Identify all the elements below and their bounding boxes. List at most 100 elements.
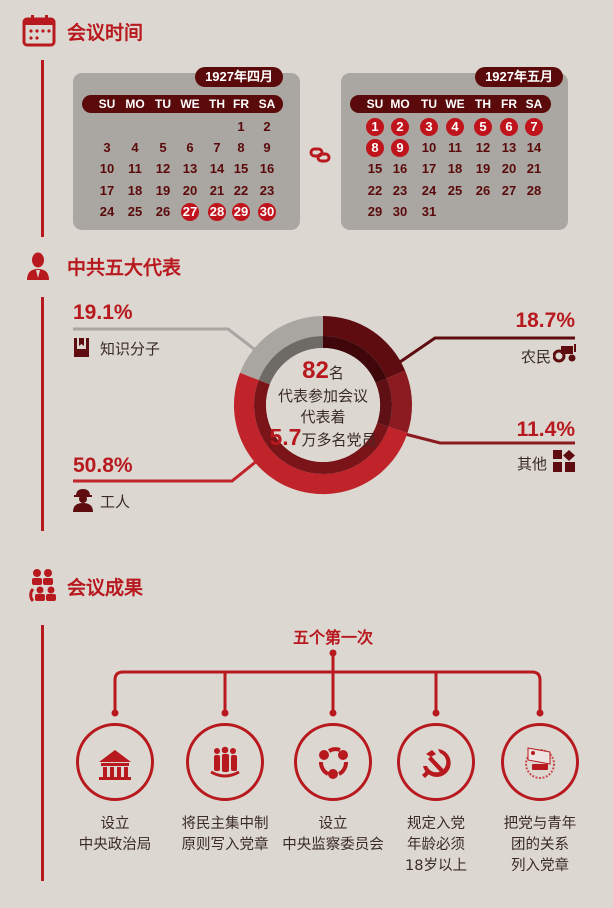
result-line: 18岁以上 bbox=[405, 858, 467, 874]
weekday-header: SU MO TU WE TH FR SA bbox=[350, 95, 551, 113]
tractor-icon bbox=[553, 344, 576, 363]
calendar-day: 20 bbox=[501, 161, 517, 176]
count-unit: 名 bbox=[328, 364, 344, 382]
pct-farmers: 18.7% bbox=[515, 309, 575, 332]
calendar-april: 1927年四月 SU MO TU WE TH FR SA 1 2 3 4 5 6 7 8 9 10 11 12 13 14… bbox=[73, 67, 300, 230]
donut-slice-1 bbox=[386, 370, 413, 434]
calendar-day: 1 bbox=[237, 119, 245, 134]
calendar-day: 22 bbox=[233, 183, 249, 198]
result-item-text: 把党与青年 团的关系 列入党章 bbox=[480, 814, 600, 877]
calendar-day: 7 bbox=[213, 140, 221, 155]
result-line: 原则写入党章 bbox=[181, 837, 269, 853]
calendar-may: 1927年五月 SU MO TU WE TH FR SA 1 2 3 4 5 6 7 8 9 10 11 12 13 14… bbox=[341, 67, 568, 230]
weekday-sa: SA bbox=[258, 97, 276, 111]
calendar-day: 18 bbox=[127, 183, 143, 198]
calendar-day: 23 bbox=[259, 183, 275, 198]
results-title: 五个第一次 bbox=[292, 628, 373, 647]
label-farmers: 农民 bbox=[520, 348, 551, 366]
book-icon bbox=[74, 338, 89, 357]
leader-line-intellectuals bbox=[73, 327, 259, 354]
calendar-day: 8 bbox=[237, 140, 245, 155]
calendar-day: 16 bbox=[392, 161, 408, 176]
youth-league-badge-icon bbox=[525, 747, 555, 779]
meeting-day: 4 bbox=[446, 118, 464, 136]
calendar-day: 15 bbox=[367, 161, 383, 176]
calendar-day: 6 bbox=[186, 140, 194, 155]
meeting-day: 5 bbox=[474, 118, 492, 136]
calendar-day: 2 bbox=[263, 119, 271, 134]
worker-icon bbox=[73, 489, 93, 512]
hammer-sickle-icon bbox=[422, 749, 451, 778]
weekday-tu: TU bbox=[155, 97, 171, 111]
members-value: 5.7 bbox=[269, 424, 302, 450]
leader-line-workers bbox=[73, 458, 259, 483]
calendar-day: 19 bbox=[155, 183, 171, 198]
weekday-mo: MO bbox=[125, 97, 145, 111]
result-line: 团的关系 bbox=[511, 837, 569, 853]
calendar-day: 23 bbox=[392, 183, 408, 198]
section-title-results: 会议成果 bbox=[67, 577, 144, 599]
weekday-we: WE bbox=[445, 97, 465, 111]
meeting-day: 1 bbox=[366, 118, 384, 136]
result-item-text: 设立 中央监察委员会 bbox=[273, 814, 393, 856]
result-icon-circle bbox=[186, 723, 264, 801]
donut-slice-2 bbox=[233, 372, 408, 495]
result-line: 规定入党 bbox=[407, 816, 465, 832]
meeting-day: 28 bbox=[208, 203, 226, 221]
calendar-day: 4 bbox=[131, 140, 139, 155]
calendar-day: 30 bbox=[392, 204, 408, 219]
timeline-line bbox=[41, 625, 44, 881]
donut-inner-slice-3 bbox=[258, 336, 323, 385]
weekday-sa: SA bbox=[525, 97, 543, 111]
pct-workers: 50.8% bbox=[73, 454, 133, 477]
donut-center bbox=[266, 348, 380, 462]
label-others: 其他 bbox=[516, 455, 547, 473]
leader-line-farmers bbox=[399, 336, 575, 364]
count-value: 82 bbox=[302, 357, 329, 384]
meeting-day: 6 bbox=[500, 118, 518, 136]
label-intellectuals: 知识分子 bbox=[100, 340, 161, 358]
member-count: 5.7万多名党员 bbox=[253, 424, 393, 451]
delegates-donut-chart bbox=[73, 316, 575, 495]
tree-connector-lines bbox=[223, 653, 438, 713]
month-label: 1927年五月 bbox=[475, 67, 563, 87]
calendar-day: 25 bbox=[447, 183, 463, 198]
center-line2: 代表着 bbox=[300, 408, 346, 426]
people-icon bbox=[210, 746, 240, 778]
result-item-text: 设立 中央政治局 bbox=[55, 814, 175, 856]
delegate-count: 82名 bbox=[253, 357, 393, 385]
donut-inner-slice-1 bbox=[375, 378, 392, 427]
meeting-day: 2 bbox=[391, 118, 409, 136]
section-title-delegates: 中共五大代表 bbox=[67, 257, 182, 279]
calendar-icon bbox=[22, 15, 56, 47]
meeting-day: 8 bbox=[366, 139, 384, 157]
calendar-day: 10 bbox=[99, 161, 115, 176]
result-icon-circle bbox=[76, 723, 154, 801]
calendar-day: 21 bbox=[209, 183, 225, 198]
calendar-day: 18 bbox=[447, 161, 463, 176]
weekday-header: SU MO TU WE TH FR SA bbox=[82, 95, 283, 113]
result-line: 年龄必须 bbox=[407, 837, 465, 853]
cycle-icon bbox=[319, 747, 348, 779]
result-icon-circle bbox=[397, 723, 475, 801]
result-icon-circle bbox=[501, 723, 579, 801]
calendar-day: 5 bbox=[159, 140, 167, 155]
grid-icon bbox=[553, 450, 575, 472]
donut-inner-slice-2 bbox=[253, 380, 389, 475]
calendar-day: 11 bbox=[448, 140, 462, 155]
calendar-day: 12 bbox=[155, 161, 171, 176]
timeline-line bbox=[41, 297, 44, 531]
weekday-th: TH bbox=[475, 97, 491, 111]
weekday-th: TH bbox=[209, 97, 225, 111]
weekday-su: SU bbox=[98, 97, 116, 111]
meeting-day: 3 bbox=[420, 118, 438, 136]
calendar-day: 24 bbox=[421, 183, 437, 198]
meeting-day: 27 bbox=[181, 203, 199, 221]
building-icon bbox=[99, 750, 131, 780]
calendar-day: 10 bbox=[421, 140, 437, 155]
result-item-text: 规定入党年龄必须 18岁以上 bbox=[376, 814, 496, 877]
weekday-tu: TU bbox=[421, 97, 437, 111]
calendar-day: 31 bbox=[421, 204, 437, 219]
group-icon bbox=[29, 569, 56, 602]
